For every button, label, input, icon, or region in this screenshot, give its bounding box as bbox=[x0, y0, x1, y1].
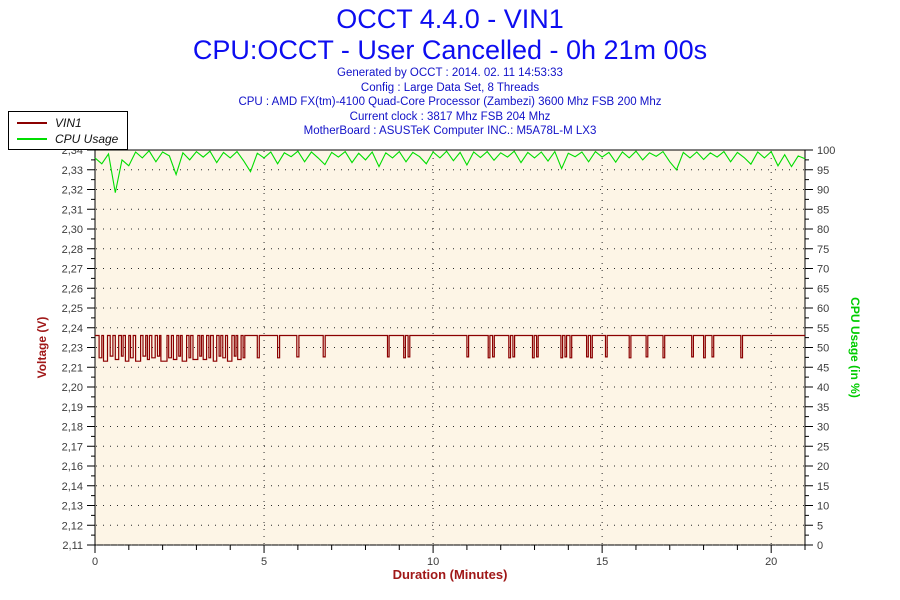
right-axis-title: CPU Usage (in %) bbox=[848, 297, 862, 398]
right-axis-tick-label: 50 bbox=[817, 343, 829, 355]
right-axis-tick-label: 95 bbox=[817, 165, 829, 177]
vin1-line-swatch bbox=[17, 122, 47, 124]
left-axis-tick-label: 2,13 bbox=[62, 501, 83, 513]
right-axis-tick-label: 100 bbox=[817, 145, 835, 157]
right-axis-tick-label: 25 bbox=[817, 441, 829, 453]
left-axis-tick-label: 2,12 bbox=[62, 520, 83, 532]
x-axis-tick-label: 5 bbox=[261, 556, 267, 568]
left-axis-tick-label: 2,20 bbox=[62, 382, 83, 394]
legend: VIN1 CPU Usage bbox=[8, 111, 128, 150]
left-axis-tick-label: 2,18 bbox=[62, 422, 83, 434]
left-axis-tick-label: 2,33 bbox=[62, 165, 83, 177]
right-axis-tick-label: 45 bbox=[817, 362, 829, 374]
page-subtitle: CPU:OCCT - User Cancelled - 0h 21m 00s bbox=[192, 35, 708, 65]
left-axis-tick-label: 2,32 bbox=[62, 185, 83, 197]
right-axis-tick-label: 80 bbox=[817, 224, 829, 236]
legend-item-cpu-usage: CPU Usage bbox=[9, 131, 127, 147]
report-header: OCCT 4.4.0 - VIN1 CPU:OCCT - User Cancel… bbox=[0, 4, 900, 139]
left-axis-tick-label: 2,26 bbox=[62, 283, 83, 295]
legend-item-vin1: VIN1 bbox=[9, 115, 127, 131]
left-axis-tick-label: 2,14 bbox=[62, 481, 83, 493]
left-axis-title: Voltage (V) bbox=[35, 317, 49, 379]
vin1-series-line bbox=[95, 334, 805, 362]
right-axis-tick-label: 40 bbox=[817, 382, 829, 394]
right-axis-tick-label: 55 bbox=[817, 323, 829, 335]
x-axis-tick-label: 0 bbox=[92, 556, 98, 568]
left-axis-tick-label: 2,25 bbox=[62, 303, 83, 315]
right-axis-tick-label: 85 bbox=[817, 204, 829, 216]
info-line-cpu: CPU : AMD FX(tm)-4100 Quad-Core Processo… bbox=[238, 96, 662, 108]
legend-label-vin1: VIN1 bbox=[55, 116, 82, 130]
right-axis-tick-label: 5 bbox=[817, 520, 823, 532]
cpu-usage-line-swatch bbox=[17, 138, 47, 140]
left-axis-tick-label: 2,19 bbox=[62, 402, 83, 414]
left-axis-tick-label: 2,16 bbox=[62, 461, 83, 473]
left-axis-tick-label: 2,23 bbox=[62, 343, 83, 355]
info-line-generated: Generated by OCCT : 2014. 02. 11 14:53:3… bbox=[337, 67, 563, 79]
left-axis-tick-label: 2,28 bbox=[62, 244, 83, 256]
right-axis-tick-label: 0 bbox=[817, 540, 823, 552]
right-axis-tick-label: 30 bbox=[817, 422, 829, 434]
right-axis-tick-label: 60 bbox=[817, 303, 829, 315]
x-axis-title: Duration (Minutes) bbox=[393, 567, 508, 582]
info-line-motherboard: MotherBoard : ASUSTeK Computer INC.: M5A… bbox=[303, 125, 597, 137]
right-axis-tick-label: 65 bbox=[817, 283, 829, 295]
left-axis-tick-label: 2,30 bbox=[62, 224, 83, 236]
left-axis-tick-label: 2,31 bbox=[62, 204, 83, 216]
right-axis-tick-label: 70 bbox=[817, 264, 829, 276]
right-axis-tick-label: 75 bbox=[817, 244, 829, 256]
right-axis-tick-label: 10 bbox=[817, 501, 829, 513]
x-axis-tick-label: 10 bbox=[427, 556, 439, 568]
legend-label-cpu-usage: CPU Usage bbox=[55, 132, 119, 146]
left-axis-tick-label: 2,11 bbox=[62, 540, 83, 552]
right-axis-tick-label: 20 bbox=[817, 461, 829, 473]
right-axis-tick-label: 15 bbox=[817, 481, 829, 493]
info-line-clock: Current clock : 3817 Mhz FSB 204 Mhz bbox=[349, 110, 551, 123]
left-axis-tick-label: 2,17 bbox=[62, 441, 83, 453]
left-axis-tick-label: 2,24 bbox=[62, 323, 83, 335]
page-title: OCCT 4.4.0 - VIN1 bbox=[336, 4, 564, 34]
cpu-usage-series-line bbox=[94, 149, 806, 193]
x-axis-tick-label: 20 bbox=[765, 556, 777, 568]
x-axis-tick-label: 15 bbox=[596, 556, 608, 568]
left-axis-tick-label: 2,27 bbox=[62, 264, 83, 276]
right-axis-tick-label: 35 bbox=[817, 402, 829, 414]
right-axis-tick-label: 90 bbox=[817, 185, 829, 197]
info-line-config: Config : Large Data Set, 8 Threads bbox=[360, 81, 540, 94]
left-axis-tick-label: 2,21 bbox=[62, 362, 83, 374]
